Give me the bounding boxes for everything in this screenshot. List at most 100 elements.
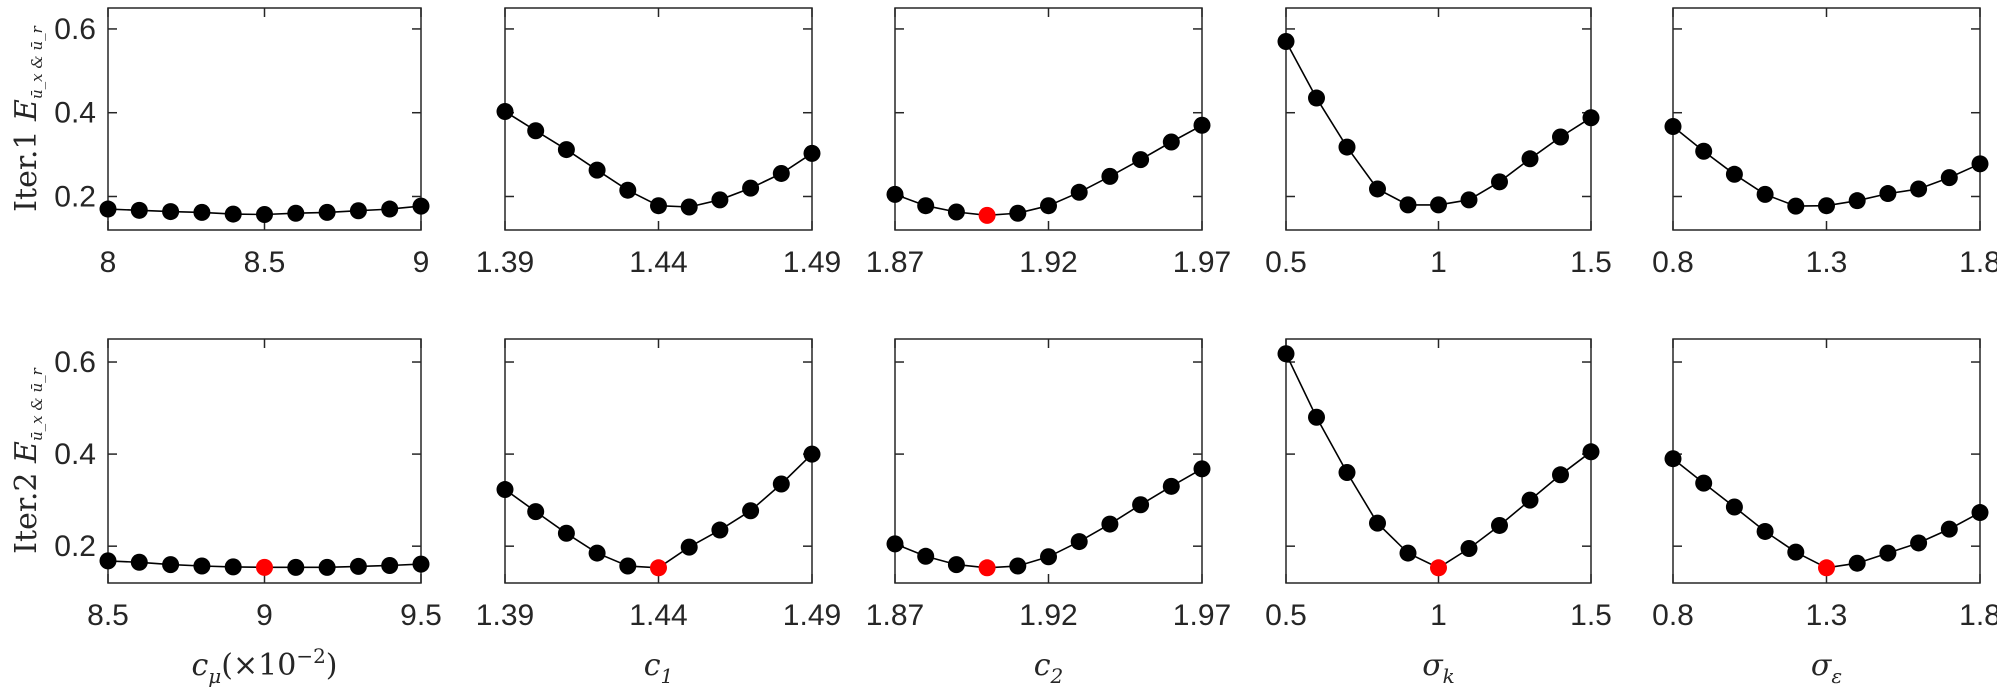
data-point — [1399, 196, 1417, 214]
x-tick-label: 1.3 — [1806, 246, 1848, 279]
optimum-point — [650, 559, 667, 577]
x-axis-title-1: cμ(×10−2) — [191, 644, 337, 688]
x-tick-label: 1.5 — [1570, 599, 1612, 632]
data-point — [1491, 516, 1508, 534]
y-tick-label: 0.2 — [54, 180, 96, 213]
subplot-r1-c3: 1.87 1.92 1.97 — [866, 7, 1231, 279]
x-axis-title-2: c1 — [644, 648, 674, 688]
data-point — [1338, 138, 1356, 156]
x-tick-label: 8.5 — [244, 246, 286, 279]
axes-frame — [1672, 7, 1981, 231]
optimum-point — [1430, 559, 1447, 577]
data-point — [588, 544, 606, 562]
data-point — [287, 204, 305, 222]
x-tick-label: 1.49 — [783, 599, 841, 632]
data-point — [1940, 520, 1958, 538]
x-tick-label: 8.5 — [87, 599, 129, 632]
data-point — [557, 141, 575, 159]
data-point — [1193, 460, 1211, 478]
optimum-point — [978, 559, 996, 577]
data-point — [193, 557, 211, 575]
x-tick-label: 0.8 — [1652, 246, 1694, 279]
x-tick-label: 1.97 — [1173, 246, 1231, 279]
data-point — [711, 191, 729, 209]
data-point — [1756, 522, 1774, 540]
data-point — [412, 197, 430, 215]
data-point — [1552, 128, 1569, 146]
x-tick-label: 1.39 — [476, 599, 534, 632]
y-tick-label: 0.2 — [54, 530, 96, 563]
data-point — [1879, 544, 1897, 562]
data-point — [162, 556, 180, 574]
subplot-r1-c2: 1.39 1.44 1.49 — [476, 7, 841, 279]
optimum-point — [978, 206, 996, 224]
x-tick-label: 9.5 — [400, 599, 442, 632]
data-point — [224, 205, 242, 223]
x-tick-label: 1 — [1430, 246, 1447, 279]
x-tick-label: 1.44 — [629, 246, 687, 279]
data-point — [1040, 197, 1057, 215]
data-point — [527, 503, 545, 521]
y-tick-label: 0.4 — [54, 438, 96, 471]
axes-frame — [504, 338, 813, 584]
y-tick-label: 0.6 — [54, 346, 96, 379]
data-point — [349, 202, 367, 220]
data-point — [193, 203, 211, 221]
data-point — [742, 179, 760, 197]
data-point — [287, 558, 305, 576]
subplot-r1-c5: 0.8 1.3 1.8 — [1652, 7, 1997, 279]
data-point — [1971, 155, 1989, 173]
data-point — [1338, 464, 1356, 482]
data-point — [680, 198, 698, 216]
data-point — [1162, 477, 1180, 495]
axes-frame — [1285, 338, 1592, 584]
data-point — [886, 185, 904, 203]
data-point — [1552, 466, 1569, 484]
optimum-point — [1818, 559, 1835, 577]
data-point — [1582, 443, 1600, 461]
y-tick-label: 0.4 — [54, 97, 96, 130]
data-point — [1101, 515, 1119, 533]
subplot-r2-c4: 0.5 1 1.5 — [1265, 338, 1612, 632]
data-point — [772, 164, 790, 182]
data-point — [1132, 151, 1150, 169]
data-point — [680, 538, 698, 556]
data-point — [496, 102, 514, 120]
data-point — [318, 203, 336, 221]
x-tick-label: 9 — [413, 246, 430, 279]
axes-frame — [894, 7, 1203, 231]
data-point — [349, 557, 367, 575]
series-line — [1672, 125, 1981, 207]
y-tick-label: 0.6 — [54, 13, 96, 46]
data-point — [1879, 185, 1897, 203]
data-point — [803, 144, 821, 162]
data-point — [1756, 185, 1774, 203]
data-point — [1940, 169, 1958, 187]
data-point — [1910, 180, 1928, 198]
x-axis-title-4: σk — [1422, 648, 1455, 688]
data-point — [1162, 133, 1180, 151]
data-point — [1070, 533, 1088, 551]
data-point — [1460, 539, 1478, 557]
data-point — [1009, 204, 1027, 222]
data-point — [1787, 197, 1805, 215]
x-tick-label: 1.97 — [1173, 599, 1231, 632]
x-tick-label: 1 — [1430, 599, 1447, 632]
data-point — [1308, 89, 1325, 107]
row-title-1: Iter.1 Eū_x & ū_r — [9, 25, 46, 211]
data-point — [947, 203, 965, 221]
data-point — [1277, 345, 1295, 363]
data-point — [803, 445, 821, 463]
x-tick-label: 1.92 — [1019, 599, 1077, 632]
row-title-2: Iter.2 Eū_x & ū_r — [9, 367, 46, 553]
data-point — [1695, 142, 1713, 160]
data-point — [1070, 183, 1088, 201]
data-point — [412, 555, 430, 573]
data-point — [1664, 118, 1682, 136]
data-point — [1910, 534, 1928, 552]
data-point — [886, 535, 904, 553]
x-tick-label: 8 — [100, 246, 117, 279]
x-tick-label: 1.87 — [866, 599, 924, 632]
data-point — [1009, 557, 1027, 575]
